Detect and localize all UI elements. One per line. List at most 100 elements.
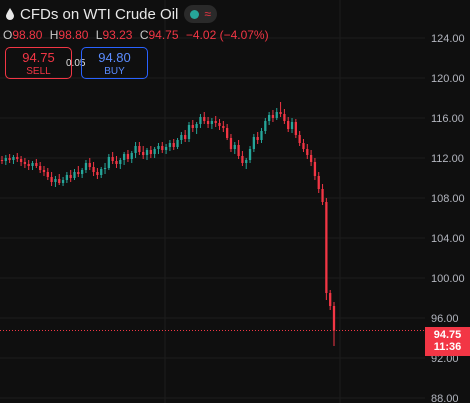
- close-value: 94.75: [148, 28, 179, 42]
- symbol-title[interactable]: CFDs on WTI Crude Oil: [20, 5, 179, 23]
- candle-body: [283, 114, 286, 121]
- candle-body: [317, 176, 320, 189]
- low-value: 93.23: [102, 28, 133, 42]
- candle-body: [176, 140, 179, 147]
- candle-body: [203, 117, 206, 121]
- candle-body: [77, 172, 80, 174]
- candle-body: [115, 161, 118, 164]
- candle-body: [279, 112, 282, 114]
- high-value: 98.80: [58, 28, 89, 42]
- candle-body: [100, 169, 103, 175]
- candle-body: [61, 180, 65, 183]
- oil-drop-icon: [6, 8, 14, 20]
- candle-body: [35, 163, 38, 166]
- candle-body: [313, 162, 317, 176]
- candle-body: [248, 149, 252, 160]
- buy-price: 94.80: [98, 50, 131, 65]
- candle-body: [27, 164, 30, 166]
- candle-body: [252, 137, 256, 149]
- candle-body: [226, 128, 229, 138]
- y-tick-label: 100.00: [431, 273, 465, 285]
- candle-body: [206, 121, 210, 124]
- candle-body: [111, 157, 114, 161]
- y-tick-label: 88.00: [431, 393, 459, 403]
- candle-body: [302, 143, 305, 149]
- candle-body: [298, 135, 301, 143]
- wave-icon: ≈: [204, 7, 211, 21]
- candle-body: [23, 162, 27, 164]
- candle-body: [0, 160, 4, 161]
- candle-body: [260, 131, 263, 140]
- candle-body: [42, 170, 46, 172]
- candle-body: [191, 125, 194, 128]
- candle-body: [69, 175, 72, 178]
- candle-body: [80, 170, 84, 174]
- candle-body: [46, 172, 49, 177]
- candle-body: [145, 150, 149, 155]
- candle-body: [195, 124, 198, 128]
- candle-body: [119, 160, 122, 164]
- candle-body: [126, 154, 130, 159]
- candle-body: [149, 150, 152, 154]
- candle-body: [245, 160, 248, 163]
- candle-body: [103, 168, 107, 169]
- sell-button[interactable]: 94.75 SELL: [5, 47, 72, 79]
- candle-body: [134, 146, 137, 153]
- candle-body: [157, 146, 160, 149]
- candle-body: [65, 175, 69, 180]
- chart-header: CFDs on WTI Crude Oil ≈: [6, 4, 217, 24]
- candle-body: [290, 122, 294, 129]
- candle-body: [138, 146, 141, 152]
- buy-label: BUY: [104, 66, 125, 77]
- candle-body: [84, 163, 88, 170]
- candle-body: [218, 123, 221, 126]
- candle-body: [122, 154, 126, 160]
- y-tick-label: 112.00: [431, 153, 464, 165]
- low-label: L: [95, 28, 103, 42]
- candle-body: [287, 121, 290, 129]
- candle-body: [172, 143, 175, 147]
- candle-body: [153, 149, 156, 154]
- candle-body: [329, 293, 332, 306]
- y-tick-label: 104.00: [431, 233, 465, 245]
- candle-body: [325, 202, 328, 293]
- candle-body: [256, 137, 259, 140]
- sell-price: 94.75: [22, 50, 55, 65]
- bar-countdown: 11:36: [433, 341, 462, 353]
- candle-body: [271, 115, 275, 118]
- change-value: −4.02 (−4.07%): [185, 28, 269, 42]
- buy-button[interactable]: 94.80 BUY: [81, 47, 148, 79]
- candle-body: [264, 121, 267, 131]
- candle-body: [19, 159, 23, 162]
- candle-body: [58, 179, 61, 183]
- candle-body: [96, 172, 99, 175]
- candle-body: [294, 122, 297, 135]
- candle-body: [332, 306, 336, 331]
- last-price-tag: 94.75 11:36: [425, 327, 470, 356]
- candle-body: [267, 115, 271, 121]
- candle-body: [210, 121, 214, 124]
- open-value: 98.80: [12, 28, 43, 42]
- sell-label: SELL: [26, 66, 51, 77]
- candle-body: [142, 152, 145, 155]
- candle-body: [237, 145, 240, 156]
- candle-body: [275, 112, 278, 118]
- candle-body: [184, 135, 187, 139]
- y-tick-label: 108.00: [431, 193, 465, 205]
- candle-body: [107, 157, 110, 168]
- candle-body: [16, 157, 19, 159]
- candle-body: [214, 121, 217, 123]
- market-open-dot-icon: [190, 9, 200, 19]
- candle-body: [306, 149, 309, 155]
- candle-body: [73, 172, 76, 178]
- y-tick-label: 124.00: [431, 33, 465, 45]
- candle-body: [92, 167, 95, 172]
- candle-body: [50, 177, 53, 182]
- high-label: H: [49, 28, 59, 42]
- candle-body: [54, 179, 57, 182]
- market-status-pill[interactable]: ≈: [184, 5, 217, 23]
- candle-body: [229, 138, 233, 149]
- candle-body: [241, 156, 244, 163]
- candle-body: [130, 153, 133, 159]
